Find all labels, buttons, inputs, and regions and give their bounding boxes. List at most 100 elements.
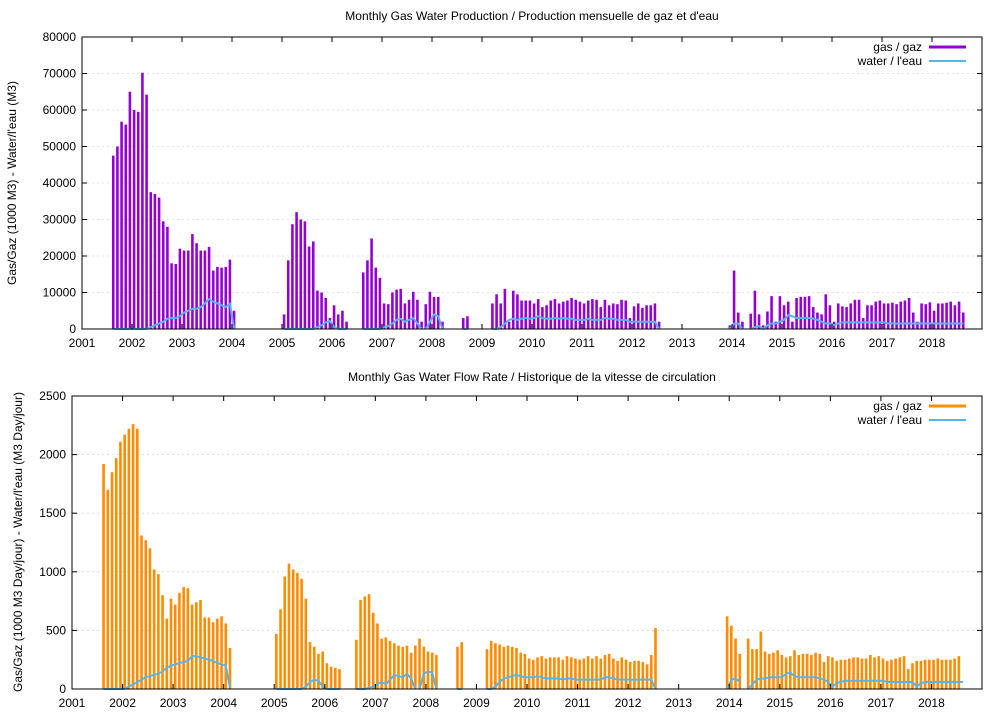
gas-bar bbox=[145, 94, 148, 329]
gas-bar bbox=[211, 270, 215, 329]
gas-bar bbox=[132, 110, 136, 329]
gas-bar bbox=[324, 297, 328, 329]
plot-frame bbox=[81, 36, 983, 330]
gas-bar bbox=[311, 241, 315, 329]
legend: gas / gaz water / l'eau bbox=[857, 40, 966, 68]
x-tick-label: 2006 bbox=[311, 696, 338, 710]
gas-bar bbox=[799, 296, 803, 329]
gas-bar bbox=[316, 290, 319, 329]
gas-bar bbox=[366, 260, 369, 329]
gas-bar bbox=[895, 304, 898, 329]
gas-bar bbox=[491, 303, 494, 329]
gas-bar bbox=[397, 645, 400, 689]
y-tick-label: 40000 bbox=[43, 176, 77, 190]
gas-bar bbox=[603, 655, 607, 689]
gas-bar bbox=[828, 305, 832, 329]
gas-bar bbox=[578, 301, 582, 330]
gas-bar bbox=[725, 616, 729, 689]
gas-bar bbox=[119, 441, 122, 689]
gas-bars bbox=[102, 424, 961, 689]
gas-bar bbox=[123, 434, 126, 689]
gas-bar bbox=[414, 645, 417, 689]
gas-bar bbox=[519, 652, 522, 689]
gas-bar bbox=[456, 646, 459, 689]
x-tick-label: 2012 bbox=[615, 696, 642, 710]
gas-bar bbox=[520, 300, 523, 329]
x-tick-label: 2005 bbox=[269, 336, 296, 350]
gas-bar bbox=[907, 297, 911, 329]
y-tick-label: 0 bbox=[59, 682, 66, 696]
gas-bar bbox=[232, 310, 236, 329]
gas-bar bbox=[153, 193, 157, 329]
x-tick-label: 2018 bbox=[919, 336, 946, 350]
gas-bar bbox=[291, 569, 295, 689]
gas-bar bbox=[186, 250, 190, 329]
gas-bar bbox=[510, 646, 514, 689]
gas-bar bbox=[303, 221, 307, 329]
y-tick-label: 1000 bbox=[39, 565, 66, 579]
gas-bar bbox=[203, 250, 207, 329]
gas-bar bbox=[885, 660, 889, 689]
gas-bar bbox=[495, 294, 498, 329]
y-tick-label: 2000 bbox=[39, 448, 66, 462]
gas-bar bbox=[949, 659, 952, 689]
legend-label-gas: gas / gaz bbox=[873, 40, 922, 54]
x-ticks: 2001 2002 2003 2004 2005 2006 2007 2008 2009 2010… bbox=[69, 37, 946, 350]
gas-bar bbox=[382, 303, 386, 329]
gas-bar bbox=[632, 306, 636, 329]
x-tick-label: 2002 bbox=[119, 336, 146, 350]
x-tick-label: 2017 bbox=[869, 336, 896, 350]
gas-bar bbox=[191, 234, 194, 329]
x-tick-label: 2004 bbox=[210, 696, 237, 710]
gas-bar bbox=[224, 623, 228, 689]
y-tick-label: 1500 bbox=[39, 506, 66, 520]
gas-bar bbox=[894, 658, 897, 689]
gas-bar bbox=[378, 277, 382, 329]
gas-bar bbox=[494, 643, 497, 689]
gas-bar bbox=[570, 297, 573, 329]
y-tick-label: 500 bbox=[46, 623, 66, 637]
gas-bar bbox=[416, 299, 419, 329]
gas-bar bbox=[940, 659, 944, 689]
gas-bar bbox=[730, 625, 733, 689]
gas-bar bbox=[728, 325, 732, 329]
water-line-segment bbox=[747, 671, 964, 690]
gas-bar bbox=[312, 646, 316, 689]
gas-bar bbox=[328, 318, 332, 329]
gas-bar bbox=[928, 302, 932, 329]
gas-bar bbox=[607, 653, 611, 689]
y-tick-label: 70000 bbox=[43, 67, 77, 81]
gas-bar bbox=[586, 656, 590, 689]
x-tick-label: 2001 bbox=[59, 696, 86, 710]
gas-bar bbox=[336, 314, 340, 329]
gas-bar bbox=[932, 310, 936, 329]
gas-bar bbox=[595, 656, 598, 689]
gas-bar bbox=[524, 300, 528, 329]
gas-bar bbox=[102, 463, 105, 689]
x-tick-label: 2011 bbox=[565, 696, 591, 710]
gas-bar bbox=[207, 617, 211, 689]
gas-bar bbox=[836, 303, 840, 329]
gas-bar bbox=[853, 299, 857, 329]
gas-bar bbox=[847, 658, 851, 689]
gas-bar bbox=[207, 246, 211, 330]
gas-bar bbox=[953, 658, 956, 689]
x-tick-label: 2013 bbox=[665, 696, 692, 710]
gas-bar bbox=[881, 658, 885, 689]
gas-bar bbox=[778, 296, 782, 329]
gas-bar bbox=[432, 296, 436, 329]
gas-bar bbox=[320, 292, 323, 329]
gas-bar bbox=[835, 660, 838, 689]
gas-bar bbox=[620, 657, 624, 689]
gas-bar bbox=[624, 659, 628, 689]
gas-bar bbox=[144, 540, 148, 689]
gas-bar bbox=[224, 266, 228, 329]
x-tick-label: 2008 bbox=[419, 336, 446, 350]
x-tick-label: 2014 bbox=[716, 696, 743, 710]
gas-bar bbox=[590, 658, 594, 689]
gas-bar bbox=[203, 617, 207, 689]
gas-bar bbox=[161, 595, 164, 689]
gas-bar bbox=[420, 321, 423, 329]
gas-bar bbox=[824, 294, 828, 329]
gas-bar bbox=[923, 659, 927, 689]
